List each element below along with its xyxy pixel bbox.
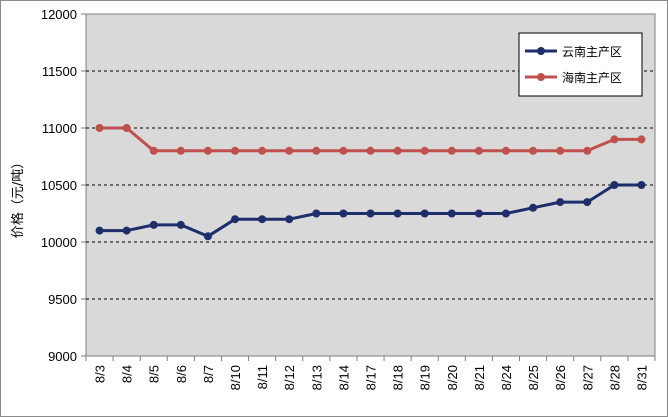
data-point [420,209,429,218]
legend-label: 海南主产区 [562,70,622,85]
data-point [203,232,212,241]
data-point [501,209,510,218]
legend-label: 云南主产区 [562,44,622,59]
data-point [231,146,240,155]
data-point [176,146,185,155]
x-tick-label: 8/19 [418,365,433,390]
data-point [149,220,158,229]
data-point [285,215,294,224]
y-tick-label: 11500 [42,64,77,79]
data-point [447,209,456,218]
data-point [366,146,375,155]
series-line [95,181,646,241]
x-tick-label: 8/25 [526,365,541,390]
y-tick-label: 12000 [41,7,77,22]
data-point [122,226,131,235]
x-tick-label: 8/7 [201,365,216,383]
x-tick-label: 8/20 [445,365,460,390]
y-tick-label: 11000 [42,121,77,136]
x-tick-label: 8/17 [364,365,379,390]
data-point [312,209,321,218]
x-tick-label: 8/26 [553,365,568,390]
data-point [556,198,565,207]
legend-marker [537,47,545,55]
data-point [474,209,483,218]
data-point [176,220,185,229]
data-point [95,124,104,132]
data-point [583,198,592,207]
data-point [258,215,267,224]
data-point [556,146,565,155]
x-tick-label: 8/4 [120,365,135,383]
x-tick-label: 8/6 [174,365,189,383]
data-point [312,146,321,155]
x-tick-label: 8/10 [228,365,243,390]
x-tick-label: 8/11 [255,365,270,389]
data-point [474,146,483,155]
data-point [366,209,375,218]
legend-item: 海南主产区 [525,70,622,85]
y-tick-label: 9500 [48,292,77,307]
data-point [339,146,348,155]
x-tick-label: 8/31 [634,365,649,390]
data-point [203,146,212,155]
data-point [393,146,402,155]
data-point [258,146,267,155]
legend-box [518,32,643,97]
x-tick-label: 8/24 [499,365,514,390]
data-point [420,146,429,155]
data-point [149,146,158,155]
data-point [393,209,402,218]
series-group [95,124,646,241]
series-line [95,124,646,155]
legend-item: 云南主产区 [525,44,622,59]
x-tick-label: 8/28 [607,365,622,390]
y-tick-label: 9000 [48,349,77,364]
data-point [610,135,619,144]
data-point [637,181,646,189]
x-tick-label: 8/27 [580,365,595,390]
data-point [529,203,538,212]
data-point [95,226,104,235]
x-tick-label: 8/12 [282,365,297,390]
x-tick-label: 8/14 [336,365,351,390]
x-axis-ticks: 8/3 8/4 8/5 8/6 8/7 8/10 8/11 8/12 8/13 8/14 8/17 8… [85,356,656,390]
x-tick-label: 8/18 [391,365,406,390]
legend-marker [537,73,545,81]
data-point [529,146,538,155]
data-point [583,146,592,155]
x-tick-label: 8/13 [309,365,324,390]
y-axis-label: 价格（元/吨） [10,156,26,238]
x-tick-label: 8/3 [93,365,108,383]
data-point [447,146,456,155]
data-point [501,146,510,155]
data-point [610,181,619,189]
data-point [122,124,131,132]
data-point [231,215,240,224]
y-tick-label: 10500 [41,178,77,193]
data-point [339,209,348,218]
data-point [637,135,646,144]
data-point [285,146,294,155]
x-tick-label: 8/21 [472,365,487,390]
y-tick-label: 10000 [41,235,77,250]
y-axis-ticks: 9000 9500 10000 10500 11000 11500 12000 [41,7,86,364]
x-tick-label: 8/5 [147,365,162,383]
